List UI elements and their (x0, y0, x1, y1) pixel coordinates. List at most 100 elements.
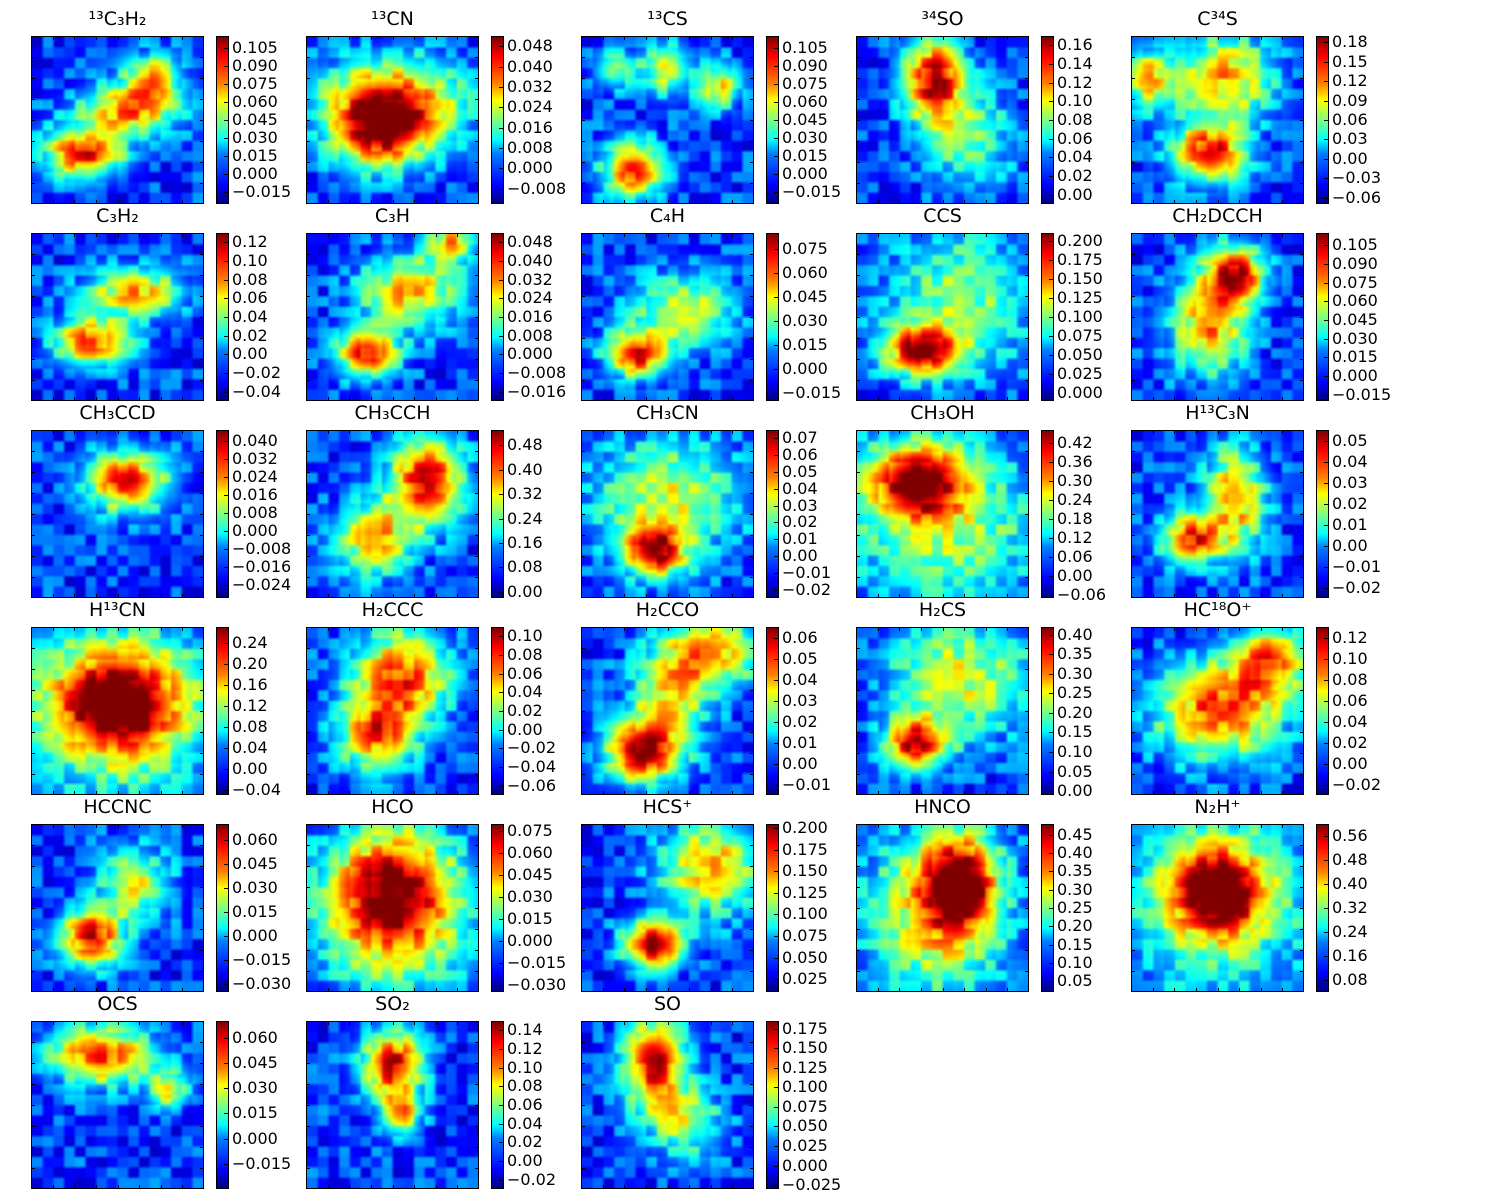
colorbar-tick (1324, 743, 1329, 744)
colorbar-tick-label: 0.00 (232, 344, 268, 363)
colorbar-tick (499, 189, 504, 190)
colorbar-tick (1049, 576, 1054, 577)
colorbar-tick (1324, 339, 1329, 340)
colorbar-tick-label: 0.045 (782, 110, 828, 129)
colorbar-tick (1049, 336, 1054, 337)
colorbar-tick-label: 0.090 (1332, 254, 1378, 273)
colorbar-tick-label: 0.175 (1057, 250, 1103, 269)
colorbar-tick-label: 0.060 (782, 263, 828, 282)
colorbar-tick (499, 519, 504, 520)
colorbar-tick (224, 354, 229, 355)
colorbar-tick-label: 0.045 (232, 854, 278, 873)
colorbar (766, 233, 779, 401)
colorbar-tick-label: 0.06 (1332, 110, 1368, 129)
colorbar-tick (224, 840, 229, 841)
colorbar-tick-label: 0.02 (507, 701, 543, 720)
colorbar-tick (224, 984, 229, 985)
colorbar-tick (1049, 963, 1054, 964)
colorbar-tick-label: 0.40 (1332, 874, 1368, 893)
colorbar-tick-label: 0.100 (1057, 307, 1103, 326)
colorbar-tick (774, 680, 779, 681)
colorbar-tick (1324, 567, 1329, 568)
colorbar-tick (1324, 836, 1329, 837)
panel-title: CCS (923, 205, 962, 227)
colorbar-tick (1049, 157, 1054, 158)
intensity-map (581, 824, 754, 992)
colorbar-tick-label: 0.015 (782, 146, 828, 165)
colorbar-tick (1324, 198, 1329, 199)
colorbar-tick-label: 0.016 (507, 118, 553, 137)
colorbar-tick-label: 0.20 (232, 654, 268, 673)
colorbar-tick-label: 0.06 (1057, 129, 1093, 148)
colorbar-tick-label: −0.015 (782, 383, 842, 402)
colorbar-tick (499, 46, 504, 47)
colorbar-tick-label: 0.30 (1057, 664, 1093, 683)
colorbar-tick-label: 0.14 (1057, 54, 1093, 73)
colorbar-tick-label: −0.01 (782, 563, 832, 582)
colorbar-tick-label: 0.025 (782, 1136, 828, 1155)
colorbar-tick (1324, 62, 1329, 63)
colorbar-tick-label: 0.016 (507, 307, 553, 326)
colorbar-tick-label: 0.100 (782, 1077, 828, 1096)
colorbar-tick-label: 0.56 (1332, 826, 1368, 845)
colorbar-tick (499, 1180, 504, 1181)
colorbar-tick (1324, 42, 1329, 43)
colorbar-tick-label: 0.05 (782, 649, 818, 668)
colorbar-tick (1324, 178, 1329, 179)
colorbar-tick (774, 785, 779, 786)
panel-title: ³⁴SO (921, 8, 964, 30)
colorbar-tick-label: 0.025 (782, 969, 828, 988)
colorbar-tick-label: 0.03 (1332, 473, 1368, 492)
colorbar-tick (774, 1107, 779, 1108)
intensity-canvas (307, 825, 478, 991)
colorbar-tick (774, 1166, 779, 1167)
colorbar-tick-label: 0.04 (507, 1114, 543, 1133)
colorbar-tick (224, 549, 229, 550)
colorbar-tick-label: 0.32 (1332, 898, 1368, 917)
colorbar-tick-label: 0.24 (1332, 922, 1368, 941)
colorbar-tick (499, 242, 504, 243)
colorbar-tick (499, 853, 504, 854)
colorbar-tick (774, 438, 779, 439)
colorbar-tick-label: 0.15 (1057, 935, 1093, 954)
colorbar-tick (1324, 283, 1329, 284)
colorbar-tick-label: 0.24 (232, 633, 268, 652)
colorbar-tick-label: 0.40 (1057, 843, 1093, 862)
colorbar-tick-label: 0.000 (782, 1156, 828, 1175)
colorbar-tick (774, 1068, 779, 1069)
colorbar-tick-label: 0.008 (507, 326, 553, 345)
colorbar-tick-label: 0.08 (232, 270, 268, 289)
colorbar-tick-label: 0.05 (1332, 431, 1368, 450)
colorbar-tick (224, 1113, 229, 1114)
colorbar-tick (499, 298, 504, 299)
panel-title: CH₃CCD (79, 402, 156, 424)
colorbar-tick (224, 1038, 229, 1039)
colorbar-tick-label: 0.04 (232, 307, 268, 326)
colorbar-tick (499, 674, 504, 675)
colorbar-tick (499, 128, 504, 129)
colorbar-tick-label: 0.16 (1057, 35, 1093, 54)
colorbar-tick-label: 0.030 (232, 878, 278, 897)
colorbar-tick-label: 0.090 (232, 56, 278, 75)
colorbar-tick-label: 0.00 (1332, 536, 1368, 555)
colorbar-tick (224, 1063, 229, 1064)
colorbar-tick-label: 0.030 (507, 887, 553, 906)
colorbar-tick (774, 556, 779, 557)
colorbar-tick (1324, 722, 1329, 723)
colorbar-tick-label: 0.04 (782, 479, 818, 498)
colorbar-tick-label: 0.030 (1332, 329, 1378, 348)
colorbar-tick-label: 0.008 (507, 138, 553, 157)
colorbar-tick-label: 0.175 (782, 840, 828, 859)
colorbar-tick-label: −0.02 (232, 363, 282, 382)
colorbar-tick-label: 0.20 (1057, 703, 1093, 722)
colorbar-tick (1049, 835, 1054, 836)
panel-title: CH₃CN (636, 402, 699, 424)
intensity-map (31, 233, 204, 401)
colorbar-tick-label: 0.25 (1057, 898, 1093, 917)
colorbar-tick (774, 1146, 779, 1147)
colorbar-tick-label: 0.000 (782, 359, 828, 378)
colorbar-tick (224, 706, 229, 707)
colorbar-tick-label: −0.015 (232, 182, 292, 201)
colorbar-tick-label: 0.045 (232, 110, 278, 129)
colorbar-tick (499, 373, 504, 374)
